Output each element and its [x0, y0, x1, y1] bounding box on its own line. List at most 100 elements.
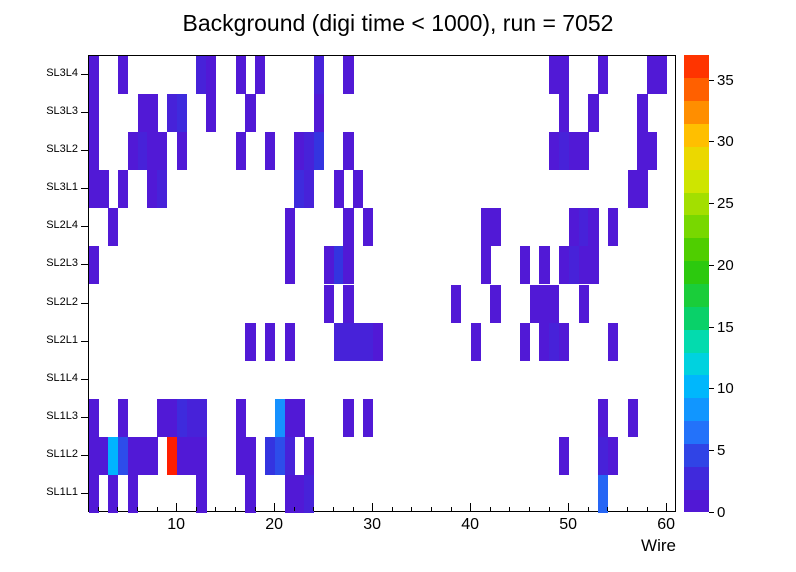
heatmap-cell: [558, 94, 570, 133]
x-minor-tick: [235, 507, 236, 511]
heatmap-cell: [549, 322, 560, 361]
heatmap-cell: [88, 56, 99, 95]
heatmap-cell: [186, 398, 197, 437]
heatmap-cell: [519, 246, 531, 285]
y-tick: [81, 454, 88, 456]
x-tick: [666, 503, 668, 511]
heatmap-cell: [284, 474, 295, 513]
heatmap-cell: [166, 94, 178, 133]
heatmap-cell: [206, 94, 217, 133]
x-tick-label: 20: [265, 516, 284, 533]
heatmap-cell: [157, 132, 168, 171]
heatmap-cell: [137, 436, 148, 475]
heatmap-cell: [343, 132, 354, 171]
heatmap-cell: [235, 56, 246, 95]
y-tick: [81, 264, 88, 266]
colorbar-band: [684, 100, 709, 125]
colorbar: [684, 55, 709, 513]
heatmap-cell: [607, 436, 619, 475]
x-axis-title: Wire: [641, 536, 676, 555]
heatmap-cell: [333, 170, 344, 209]
heatmap-cell: [598, 56, 609, 95]
heatmap-cell: [333, 246, 344, 285]
heatmap-cell: [157, 170, 168, 209]
heatmap-cell: [568, 208, 580, 247]
heatmap-cell: [235, 436, 246, 475]
heatmap-cell: [88, 246, 99, 285]
colorbar-band: [684, 420, 709, 444]
heatmap-cell: [98, 436, 109, 475]
x-minor-tick: [254, 507, 256, 511]
heatmap-cell: [264, 132, 276, 171]
heatmap-cell: [558, 322, 570, 361]
heatmap-cell: [372, 322, 384, 361]
heatmap-cell: [127, 436, 139, 475]
colorbar-tick-label: 0: [717, 504, 726, 521]
heatmap-cell: [284, 436, 295, 475]
x-tick: [372, 503, 374, 511]
x-minor-tick: [646, 507, 648, 511]
colorbar-tick: [709, 79, 714, 81]
heatmap-cell: [88, 398, 99, 437]
x-minor-tick: [431, 507, 432, 511]
heatmap-cell: [127, 132, 139, 171]
colorbar-tick-label: 15: [717, 318, 734, 336]
heatmap-cell: [206, 56, 217, 95]
y-axis-label: SL1L2: [46, 447, 78, 460]
heatmap-cell: [245, 474, 256, 513]
heatmap-cell: [294, 398, 305, 437]
heatmap-cell: [627, 398, 638, 437]
heatmap-cell: [284, 322, 295, 361]
colorbar-band: [684, 123, 709, 147]
x-tick-label: 60: [657, 516, 676, 533]
y-axis-label: SL1L4: [46, 371, 78, 384]
heatmap-cell: [588, 246, 599, 285]
plot-frame: [88, 55, 676, 513]
heatmap-cell: [490, 284, 501, 323]
x-minor-tick: [195, 507, 197, 511]
heatmap-cell: [304, 132, 315, 171]
y-tick: [81, 188, 88, 190]
colorbar-tick: [709, 512, 714, 513]
colorbar-band: [684, 146, 709, 170]
heatmap-cell: [637, 170, 648, 209]
heatmap-cell: [196, 56, 207, 95]
heatmap-cell: [147, 170, 158, 209]
colorbar-band: [684, 352, 709, 376]
x-minor-tick: [313, 507, 315, 511]
x-tick: [274, 503, 276, 511]
heatmap-cell: [294, 170, 305, 209]
y-axis-label: SL2L2: [46, 295, 78, 308]
heatmap-cell: [147, 94, 158, 133]
heatmap-cell: [166, 398, 178, 437]
y-tick: [81, 340, 88, 342]
heatmap-cell: [578, 208, 589, 247]
heatmap-cell: [235, 398, 246, 437]
x-minor-tick: [529, 507, 530, 511]
y-axis-label: SL1L3: [46, 409, 78, 422]
x-tick-label: 30: [363, 516, 382, 533]
heatmap-cell: [196, 474, 207, 513]
heatmap-cell: [117, 170, 129, 209]
colorbar-band: [684, 329, 709, 353]
heatmap-cell: [245, 322, 256, 361]
heatmap-cell: [343, 56, 354, 95]
heatmap-cell: [598, 398, 609, 437]
y-axis-label: SL3L1: [46, 181, 78, 194]
heatmap-cell: [490, 208, 501, 247]
heatmap-cell: [607, 208, 619, 247]
colorbar-band: [684, 443, 709, 467]
heatmap-cell: [637, 94, 648, 133]
y-axis-label: SL3L2: [46, 143, 78, 156]
heatmap-cell: [343, 398, 354, 437]
x-minor-tick: [333, 507, 334, 511]
heatmap-cell: [637, 132, 648, 171]
heatmap-cell: [117, 436, 129, 475]
x-minor-tick: [411, 507, 413, 511]
heatmap-cell: [176, 398, 188, 437]
heatmap-cell: [88, 436, 99, 475]
colorbar-tick-label: 35: [717, 71, 734, 89]
y-tick: [81, 302, 88, 304]
heatmap-cell: [588, 94, 599, 133]
